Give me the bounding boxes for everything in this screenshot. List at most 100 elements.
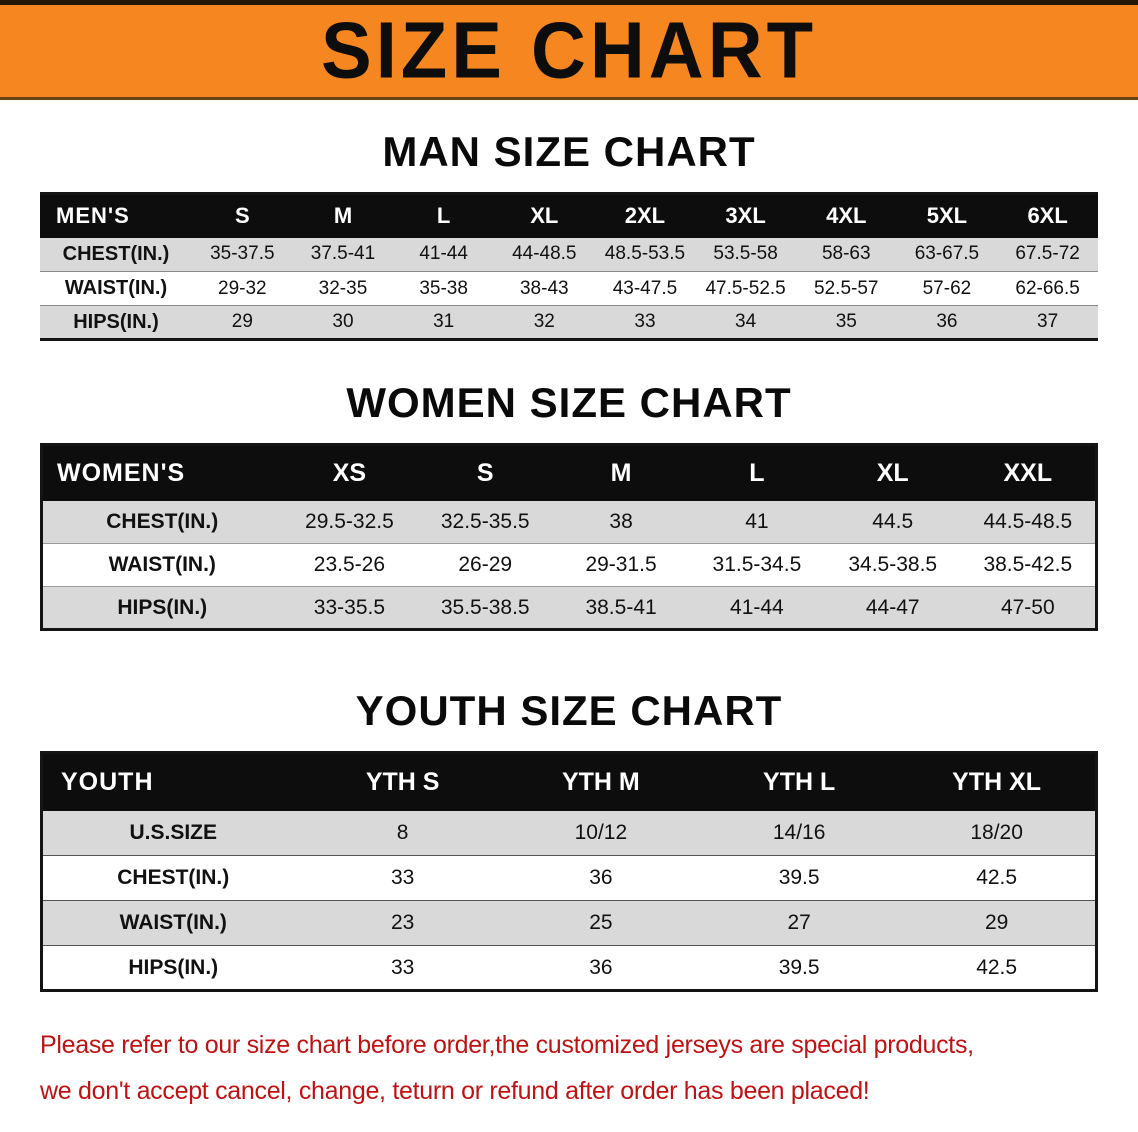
- row-label: WAIST(IN.): [40, 271, 192, 306]
- size-cell: 36: [501, 855, 700, 901]
- men-size-col-header: M: [292, 193, 394, 238]
- size-cell: 38-43: [493, 271, 595, 306]
- size-cell: 35-37.5: [192, 237, 293, 272]
- size-cell: 44.5: [824, 500, 961, 544]
- row-label: CHEST(IN.): [41, 855, 304, 901]
- men-size-col-header: L: [393, 193, 494, 238]
- size-cell: 42.5: [898, 945, 1097, 991]
- size-cell: 43-47.5: [594, 271, 696, 306]
- size-cell: 33-35.5: [281, 586, 418, 630]
- size-cell: 37.5-41: [292, 237, 394, 272]
- youth-size-chart-heading: YOUTH SIZE CHART: [355, 687, 783, 734]
- footer-note-line-1: Please refer to our size chart before or…: [40, 1031, 974, 1059]
- size-cell: 23: [303, 900, 502, 946]
- size-cell: 36: [501, 945, 700, 991]
- women-waist-row: WAIST(IN.) 23.5-26 26-29 29-31.5 31.5-34…: [41, 543, 1097, 587]
- size-cell: 34.5-38.5: [824, 543, 961, 587]
- size-cell: 31.5-34.5: [688, 543, 825, 587]
- footer-note-line-2: we don't accept cancel, change, teturn o…: [40, 1077, 870, 1105]
- youth-size-col-header: YTH S: [303, 752, 502, 811]
- row-label: HIPS(IN.): [41, 945, 304, 991]
- footer-note: Please refer to our size chart before or…: [40, 1022, 1118, 1114]
- men-size-table: MEN'S S M L XL 2XL 3XL 4XL 5XL 6XL CHEST…: [40, 192, 1098, 341]
- size-cell: 30: [292, 305, 394, 340]
- size-cell: 38.5-42.5: [960, 543, 1097, 587]
- women-table-header-row: WOMEN'S XS S M L XL XXL: [41, 444, 1097, 501]
- row-label: U.S.SIZE: [41, 810, 304, 856]
- size-cell: 39.5: [700, 855, 899, 901]
- size-cell: 35.5-38.5: [417, 586, 554, 630]
- size-cell: 31: [393, 305, 494, 340]
- row-label: HIPS(IN.): [41, 586, 282, 630]
- women-size-col-header: XL: [824, 444, 961, 501]
- men-waist-row: WAIST(IN.) 29-32 32-35 35-38 38-43 43-47…: [40, 271, 1098, 306]
- men-size-col-header: 5XL: [896, 193, 998, 238]
- row-label: CHEST(IN.): [40, 237, 192, 272]
- size-cell: 18/20: [898, 810, 1097, 856]
- size-cell: 33: [303, 945, 502, 991]
- size-cell: 63-67.5: [896, 237, 998, 272]
- size-cell: 26-29: [417, 543, 554, 587]
- size-cell: 39.5: [700, 945, 899, 991]
- men-size-col-header: S: [192, 193, 293, 238]
- size-cell: 37: [997, 305, 1098, 340]
- row-label: WAIST(IN.): [41, 900, 304, 946]
- size-cell: 32.5-35.5: [417, 500, 554, 544]
- women-size-col-header: XXL: [960, 444, 1097, 501]
- size-cell: 41-44: [688, 586, 825, 630]
- women-size-table: WOMEN'S XS S M L XL XXL CHEST(IN.) 29.5-…: [40, 443, 1098, 631]
- women-size-col-header: M: [553, 444, 689, 501]
- men-size-col-header: XL: [493, 193, 595, 238]
- size-cell: 23.5-26: [281, 543, 418, 587]
- men-hips-row: HIPS(IN.) 29 30 31 32 33 34 35 36 37: [40, 305, 1098, 340]
- size-cell: 8: [303, 810, 502, 856]
- women-size-col-header: S: [417, 444, 554, 501]
- banner-title: SIZE CHART: [321, 5, 817, 96]
- size-cell: 29.5-32.5: [281, 500, 418, 544]
- row-label: WAIST(IN.): [41, 543, 282, 587]
- size-cell: 47-50: [960, 586, 1097, 630]
- size-cell: 35-38: [393, 271, 494, 306]
- size-cell: 44-47: [824, 586, 961, 630]
- youth-hips-row: HIPS(IN.) 33 36 39.5 42.5: [41, 945, 1097, 991]
- size-cell: 62-66.5: [997, 271, 1098, 306]
- men-table-title: MEN'S: [40, 193, 192, 238]
- man-size-chart-heading: MAN SIZE CHART: [382, 128, 756, 175]
- youth-table-header-row: YOUTH YTH S YTH M YTH L YTH XL: [41, 752, 1097, 811]
- size-cell: 33: [303, 855, 502, 901]
- size-cell: 41-44: [393, 237, 494, 272]
- men-chest-row: CHEST(IN.) 35-37.5 37.5-41 41-44 44-48.5…: [40, 237, 1098, 272]
- size-cell: 10/12: [501, 810, 700, 856]
- row-label: CHEST(IN.): [41, 500, 282, 544]
- row-label: HIPS(IN.): [40, 305, 192, 340]
- size-cell: 29: [898, 900, 1097, 946]
- youth-size-col-header: YTH XL: [898, 752, 1097, 811]
- size-cell: 25: [501, 900, 700, 946]
- size-cell: 29: [192, 305, 293, 340]
- size-cell: 44-48.5: [493, 237, 595, 272]
- size-cell: 32-35: [292, 271, 394, 306]
- size-cell: 58-63: [795, 237, 897, 272]
- size-cell: 38: [553, 500, 689, 544]
- women-hips-row: HIPS(IN.) 33-35.5 35.5-38.5 38.5-41 41-4…: [41, 586, 1097, 630]
- size-cell: 14/16: [700, 810, 899, 856]
- youth-size-col-header: YTH L: [700, 752, 899, 811]
- youth-ussize-row: U.S.SIZE 8 10/12 14/16 18/20: [41, 810, 1097, 856]
- banner: SIZE CHART: [0, 0, 1138, 100]
- women-table-title: WOMEN'S: [41, 444, 282, 501]
- youth-waist-row: WAIST(IN.) 23 25 27 29: [41, 900, 1097, 946]
- men-table-header-row: MEN'S S M L XL 2XL 3XL 4XL 5XL 6XL: [40, 193, 1098, 238]
- youth-table-title: YOUTH: [41, 752, 304, 811]
- size-cell: 35: [795, 305, 897, 340]
- size-cell: 33: [594, 305, 696, 340]
- size-cell: 53.5-58: [695, 237, 796, 272]
- size-cell: 34: [695, 305, 796, 340]
- men-size-col-header: 2XL: [594, 193, 696, 238]
- size-cell: 44.5-48.5: [960, 500, 1097, 544]
- women-size-col-header: L: [688, 444, 825, 501]
- size-cell: 57-62: [896, 271, 998, 306]
- men-size-col-header: 6XL: [997, 193, 1098, 238]
- women-chest-row: CHEST(IN.) 29.5-32.5 32.5-35.5 38 41 44.…: [41, 500, 1097, 544]
- men-size-col-header: 3XL: [695, 193, 796, 238]
